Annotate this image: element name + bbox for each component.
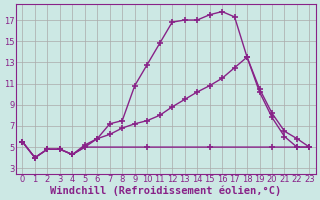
X-axis label: Windchill (Refroidissement éolien,°C): Windchill (Refroidissement éolien,°C) — [50, 185, 282, 196]
